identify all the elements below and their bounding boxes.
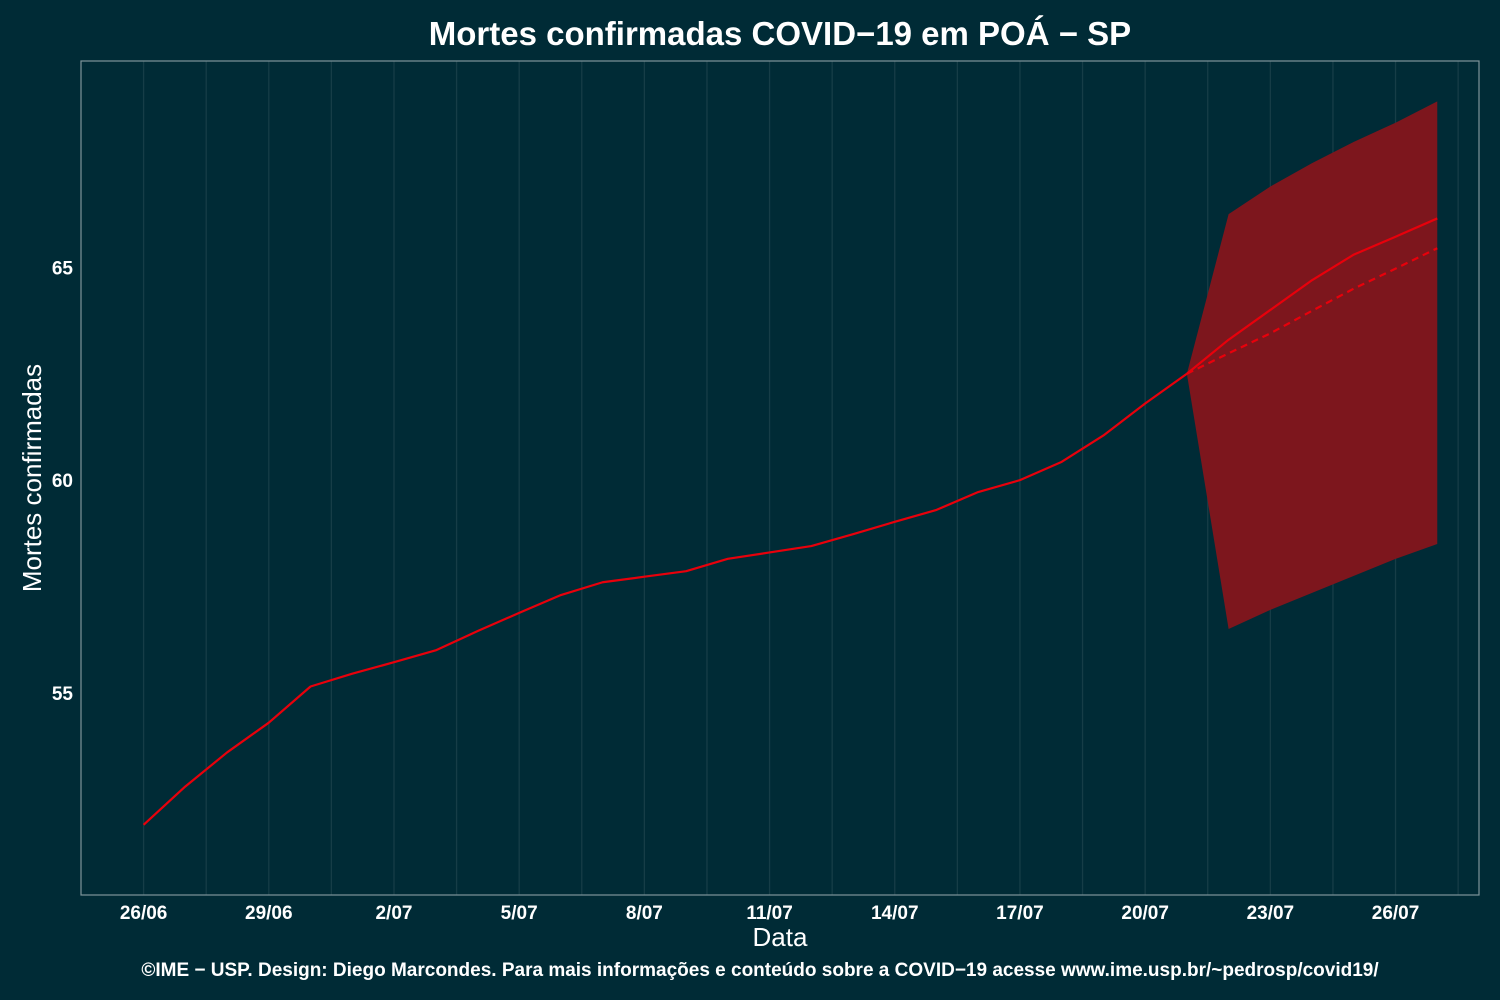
x-tick-label: 26/06 bbox=[120, 903, 168, 924]
forecast-solid-line bbox=[1186, 217, 1438, 375]
x-tick-label: 29/06 bbox=[245, 903, 293, 924]
forecast-dashed-line bbox=[1186, 247, 1438, 375]
y-tick-label: 60 bbox=[52, 471, 73, 492]
chart-title: Mortes confirmadas COVID−19 em POÁ − SP bbox=[429, 15, 1131, 52]
x-axis-title: Data bbox=[753, 922, 808, 952]
y-tick-label: 55 bbox=[52, 684, 74, 705]
x-tick-label: 17/07 bbox=[996, 903, 1044, 924]
chart-caption: ©IME − USP. Design: Diego Marcondes. Par… bbox=[141, 960, 1379, 981]
x-tick-label: 20/07 bbox=[1121, 903, 1169, 924]
x-tick-label: 2/07 bbox=[375, 903, 412, 924]
y-tick-labels: 55 60 65 bbox=[52, 258, 74, 705]
x-tick-label: 8/07 bbox=[626, 903, 663, 924]
x-tick-label: 23/07 bbox=[1247, 903, 1295, 924]
x-tick-label: 26/07 bbox=[1372, 903, 1420, 924]
forecast-band bbox=[1186, 101, 1438, 630]
line-layer bbox=[142, 217, 1438, 826]
band-layer bbox=[1186, 101, 1438, 630]
x-tick-label: 14/07 bbox=[871, 903, 919, 924]
plot-frame bbox=[80, 60, 1480, 896]
x-tick-label: 11/07 bbox=[746, 903, 793, 924]
x-tick-label: 5/07 bbox=[501, 903, 538, 924]
y-tick-label: 65 bbox=[52, 258, 74, 279]
observed-solid-line bbox=[142, 372, 1188, 826]
x-tick-labels: 26/06 29/06 2/07 5/07 8/07 11/07 14/07 17/07 20/… bbox=[120, 903, 1419, 924]
grid-layer bbox=[142, 61, 1459, 895]
y-axis-title: Mortes confirmadas bbox=[17, 364, 47, 592]
